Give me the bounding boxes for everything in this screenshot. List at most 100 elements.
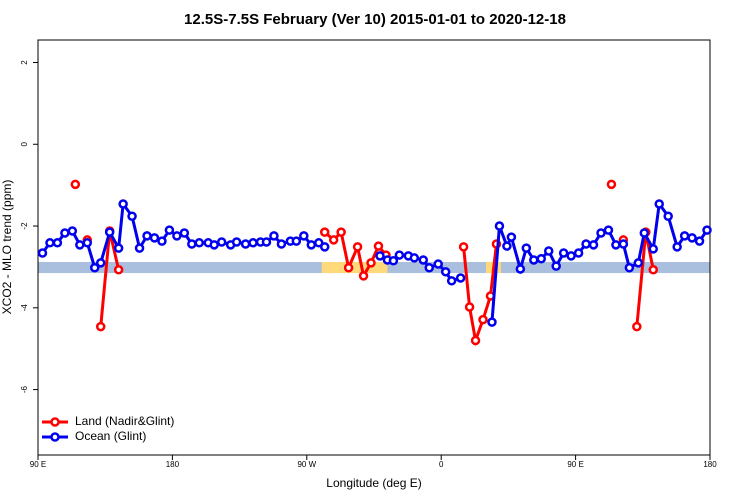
- data-point: [216, 237, 227, 247]
- data-point: [313, 238, 324, 248]
- data-point: [679, 231, 690, 241]
- data-point: [418, 255, 429, 265]
- chart-title: 12.5S-7.5S February (Ver 10) 2015-01-01 …: [184, 11, 566, 28]
- data-point: [231, 237, 242, 247]
- data-point: [543, 246, 554, 256]
- x-tick-label: 0: [439, 460, 444, 469]
- legend-label: Ocean (Glint): [75, 429, 146, 443]
- data-point: [352, 242, 363, 252]
- data-point: [551, 261, 561, 271]
- data-point: [240, 239, 251, 249]
- y-axis-label: XCO2 - MLO trend (ppm): [0, 180, 14, 315]
- data-point: [82, 238, 93, 248]
- data-point: [596, 228, 606, 238]
- data-point: [291, 236, 302, 246]
- data-point: [328, 235, 339, 245]
- data-point: [60, 228, 70, 238]
- data-point: [440, 267, 451, 277]
- data-point: [276, 239, 287, 249]
- y-tick-label: -4: [20, 304, 29, 312]
- data-point: [89, 262, 100, 273]
- data-point: [45, 238, 55, 248]
- data-point: [104, 227, 115, 237]
- data-point: [157, 236, 167, 246]
- data-point: [319, 242, 330, 252]
- x-tick-label: 90 W: [297, 460, 316, 469]
- data-point: [127, 211, 137, 221]
- data-point: [95, 258, 106, 268]
- data-point: [606, 179, 617, 190]
- data-point: [521, 243, 532, 253]
- data-point: [515, 264, 526, 274]
- data-point: [502, 241, 512, 251]
- data-point: [306, 240, 317, 250]
- data-point: [375, 251, 385, 261]
- data-point: [424, 262, 435, 273]
- data-point: [654, 199, 664, 209]
- data-point: [603, 225, 614, 235]
- legend-marker: [50, 417, 60, 427]
- data-point: [573, 248, 584, 258]
- data-point: [373, 241, 384, 251]
- data-point: [458, 242, 469, 252]
- data-point: [409, 253, 420, 263]
- data-point: [672, 242, 682, 252]
- data-point: [464, 302, 475, 312]
- data-point: [149, 233, 160, 243]
- data-point: [75, 240, 85, 250]
- data-point: [113, 265, 124, 275]
- data-point: [581, 239, 591, 249]
- data-point: [694, 236, 705, 246]
- data-point: [633, 258, 644, 268]
- data-point: [478, 314, 488, 325]
- data-point: [37, 248, 48, 258]
- data-point: [663, 211, 673, 221]
- data-point: [487, 317, 497, 327]
- plot-frame: [37, 39, 711, 456]
- land-band: [321, 262, 388, 274]
- y-tick-label: 0: [20, 141, 29, 146]
- legend-marker: [50, 432, 60, 442]
- data-point: [142, 231, 152, 241]
- data-point: [248, 238, 258, 248]
- data-point: [336, 227, 346, 237]
- data-point: [67, 226, 78, 236]
- data-point: [624, 262, 635, 273]
- x-tick-label: 90 E: [567, 460, 583, 469]
- data-point: [164, 225, 175, 235]
- data-point: [702, 225, 712, 235]
- data-point: [118, 199, 128, 209]
- data-point: [187, 239, 197, 249]
- data-point: [134, 243, 145, 253]
- data-point: [687, 233, 697, 243]
- data-point: [536, 253, 547, 264]
- data-point: [113, 243, 124, 253]
- x-axis-label: Longitude (deg E): [326, 476, 421, 490]
- y-tick-label: -2: [20, 222, 29, 230]
- data-point: [648, 265, 659, 275]
- data-point: [261, 237, 272, 247]
- data-point: [618, 239, 629, 249]
- x-tick-label: 180: [166, 460, 180, 469]
- data-point: [433, 259, 443, 269]
- data-point: [172, 231, 182, 241]
- legend-label: Land (Nadir&Glint): [75, 414, 174, 428]
- data-point: [194, 238, 205, 248]
- y-tick-label: 2: [20, 60, 29, 65]
- data-point: [529, 255, 539, 265]
- data-point: [366, 258, 376, 268]
- data-point: [566, 251, 576, 261]
- data-point: [494, 221, 505, 231]
- data-point: [394, 250, 405, 260]
- data-point: [358, 271, 369, 281]
- data-point: [209, 240, 219, 250]
- data-point: [269, 231, 279, 241]
- y-tick-label: -6: [20, 385, 29, 393]
- x-tick-label: 90 E: [30, 460, 46, 469]
- data-point: [455, 273, 466, 283]
- data-point: [52, 238, 63, 248]
- data-point: [558, 248, 569, 258]
- data-point: [446, 276, 457, 286]
- data-point: [343, 262, 354, 273]
- data-point: [299, 231, 309, 241]
